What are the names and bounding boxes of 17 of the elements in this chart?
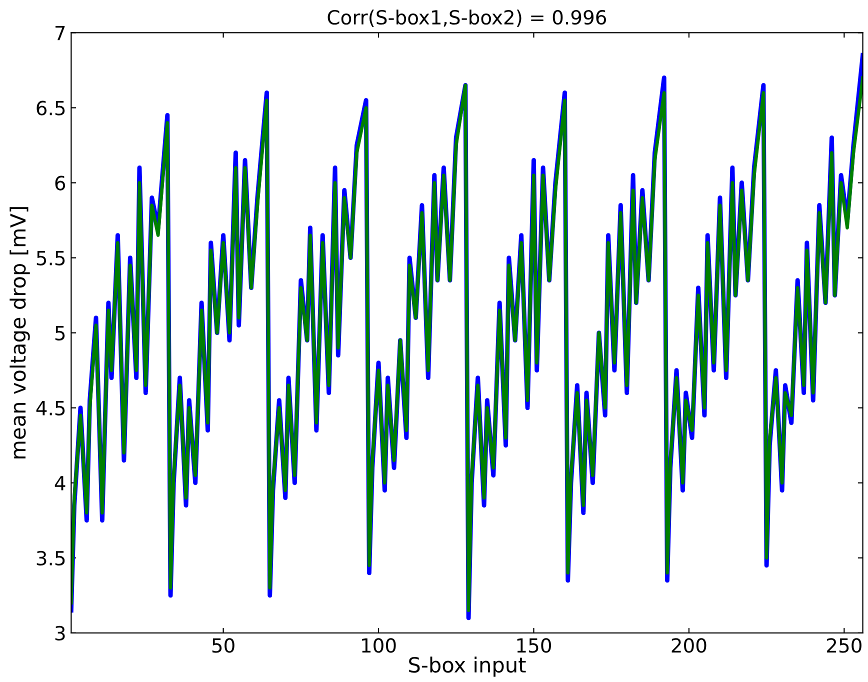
y-tick-label: 3.5 [36, 550, 65, 566]
x-tick-label: 50 [212, 638, 234, 653]
y-tick-label: 3 [55, 626, 65, 641]
x-tick-label: 250 [827, 638, 862, 653]
y-tick-label: 4 [54, 476, 66, 490]
x-axis-title: S-box input [409, 656, 526, 677]
x-tick-label: 150 [517, 638, 551, 653]
x-tick-label: 100 [362, 638, 396, 653]
y-tick-label: 6 [55, 176, 66, 190]
chart-title: Corr(S-box1,S-box2) = 0.996 [328, 10, 606, 27]
y-tick-label: 7 [56, 26, 65, 40]
y-tick-label: 6.5 [36, 100, 65, 116]
y-axis-title: mean voltage drop [mV] [10, 207, 30, 458]
y-tick-label: 4.5 [36, 401, 65, 416]
x-tick-label: 200 [672, 638, 706, 653]
y-tick-label: 5 [55, 326, 65, 340]
y-tick-label: 5.5 [36, 251, 65, 266]
